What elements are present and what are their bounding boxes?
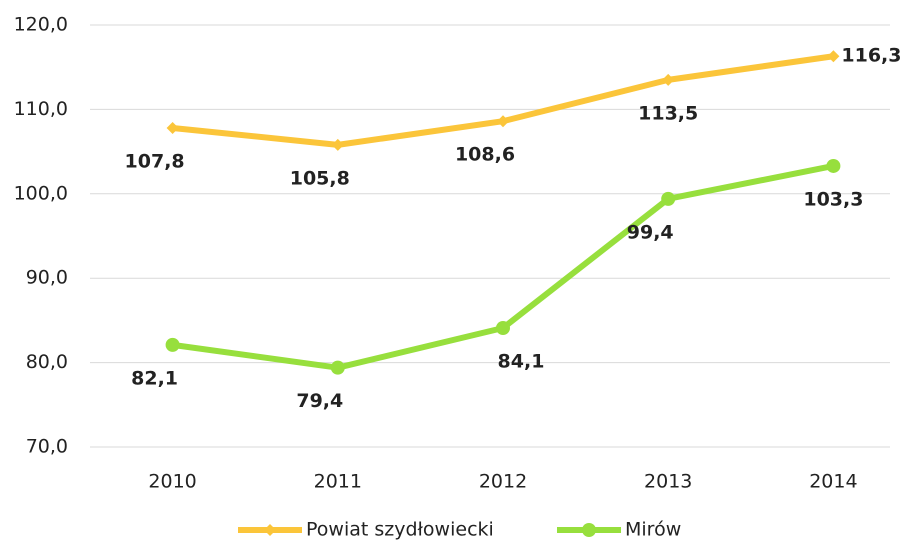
data-label: 116,3	[841, 45, 901, 67]
legend-label: Mirów	[625, 519, 681, 541]
data-label: 84,1	[498, 350, 545, 372]
x-tick-label: 2013	[644, 471, 692, 493]
y-tick-label: 110,0	[14, 98, 68, 120]
y-tick-label: 90,0	[26, 267, 68, 289]
data-label: 103,3	[803, 188, 863, 210]
data-label: 99,4	[627, 221, 674, 243]
marker	[662, 73, 675, 86]
data-label: 107,8	[125, 150, 185, 172]
marker	[497, 115, 509, 128]
y-tick-label: 70,0	[26, 436, 68, 458]
x-tick-label: 2011	[314, 471, 362, 493]
y-tick-label: 100,0	[14, 182, 68, 204]
data-label: 108,6	[455, 144, 515, 166]
data-label: 82,1	[131, 367, 178, 389]
marker	[330, 360, 345, 375]
legend-marker	[582, 523, 596, 537]
legend-marker	[264, 524, 276, 536]
data-label: 105,8	[290, 167, 350, 189]
x-tick-label: 2012	[479, 471, 527, 493]
x-tick-label: 2010	[148, 471, 196, 493]
marker	[331, 138, 344, 151]
series-line	[172, 163, 834, 371]
series-line	[172, 53, 834, 148]
y-tick-label: 80,0	[26, 351, 68, 373]
marker	[165, 337, 180, 352]
legend-label: Powiat szydłowiecki	[306, 519, 494, 541]
data-label: 79,4	[296, 390, 343, 412]
marker	[166, 121, 179, 134]
data-label: 113,5	[638, 102, 698, 124]
marker	[826, 158, 841, 173]
x-tick-label: 2014	[809, 471, 857, 493]
marker	[496, 320, 510, 335]
y-tick-label: 120,0	[14, 14, 68, 36]
marker	[661, 191, 676, 206]
marker	[827, 50, 840, 63]
